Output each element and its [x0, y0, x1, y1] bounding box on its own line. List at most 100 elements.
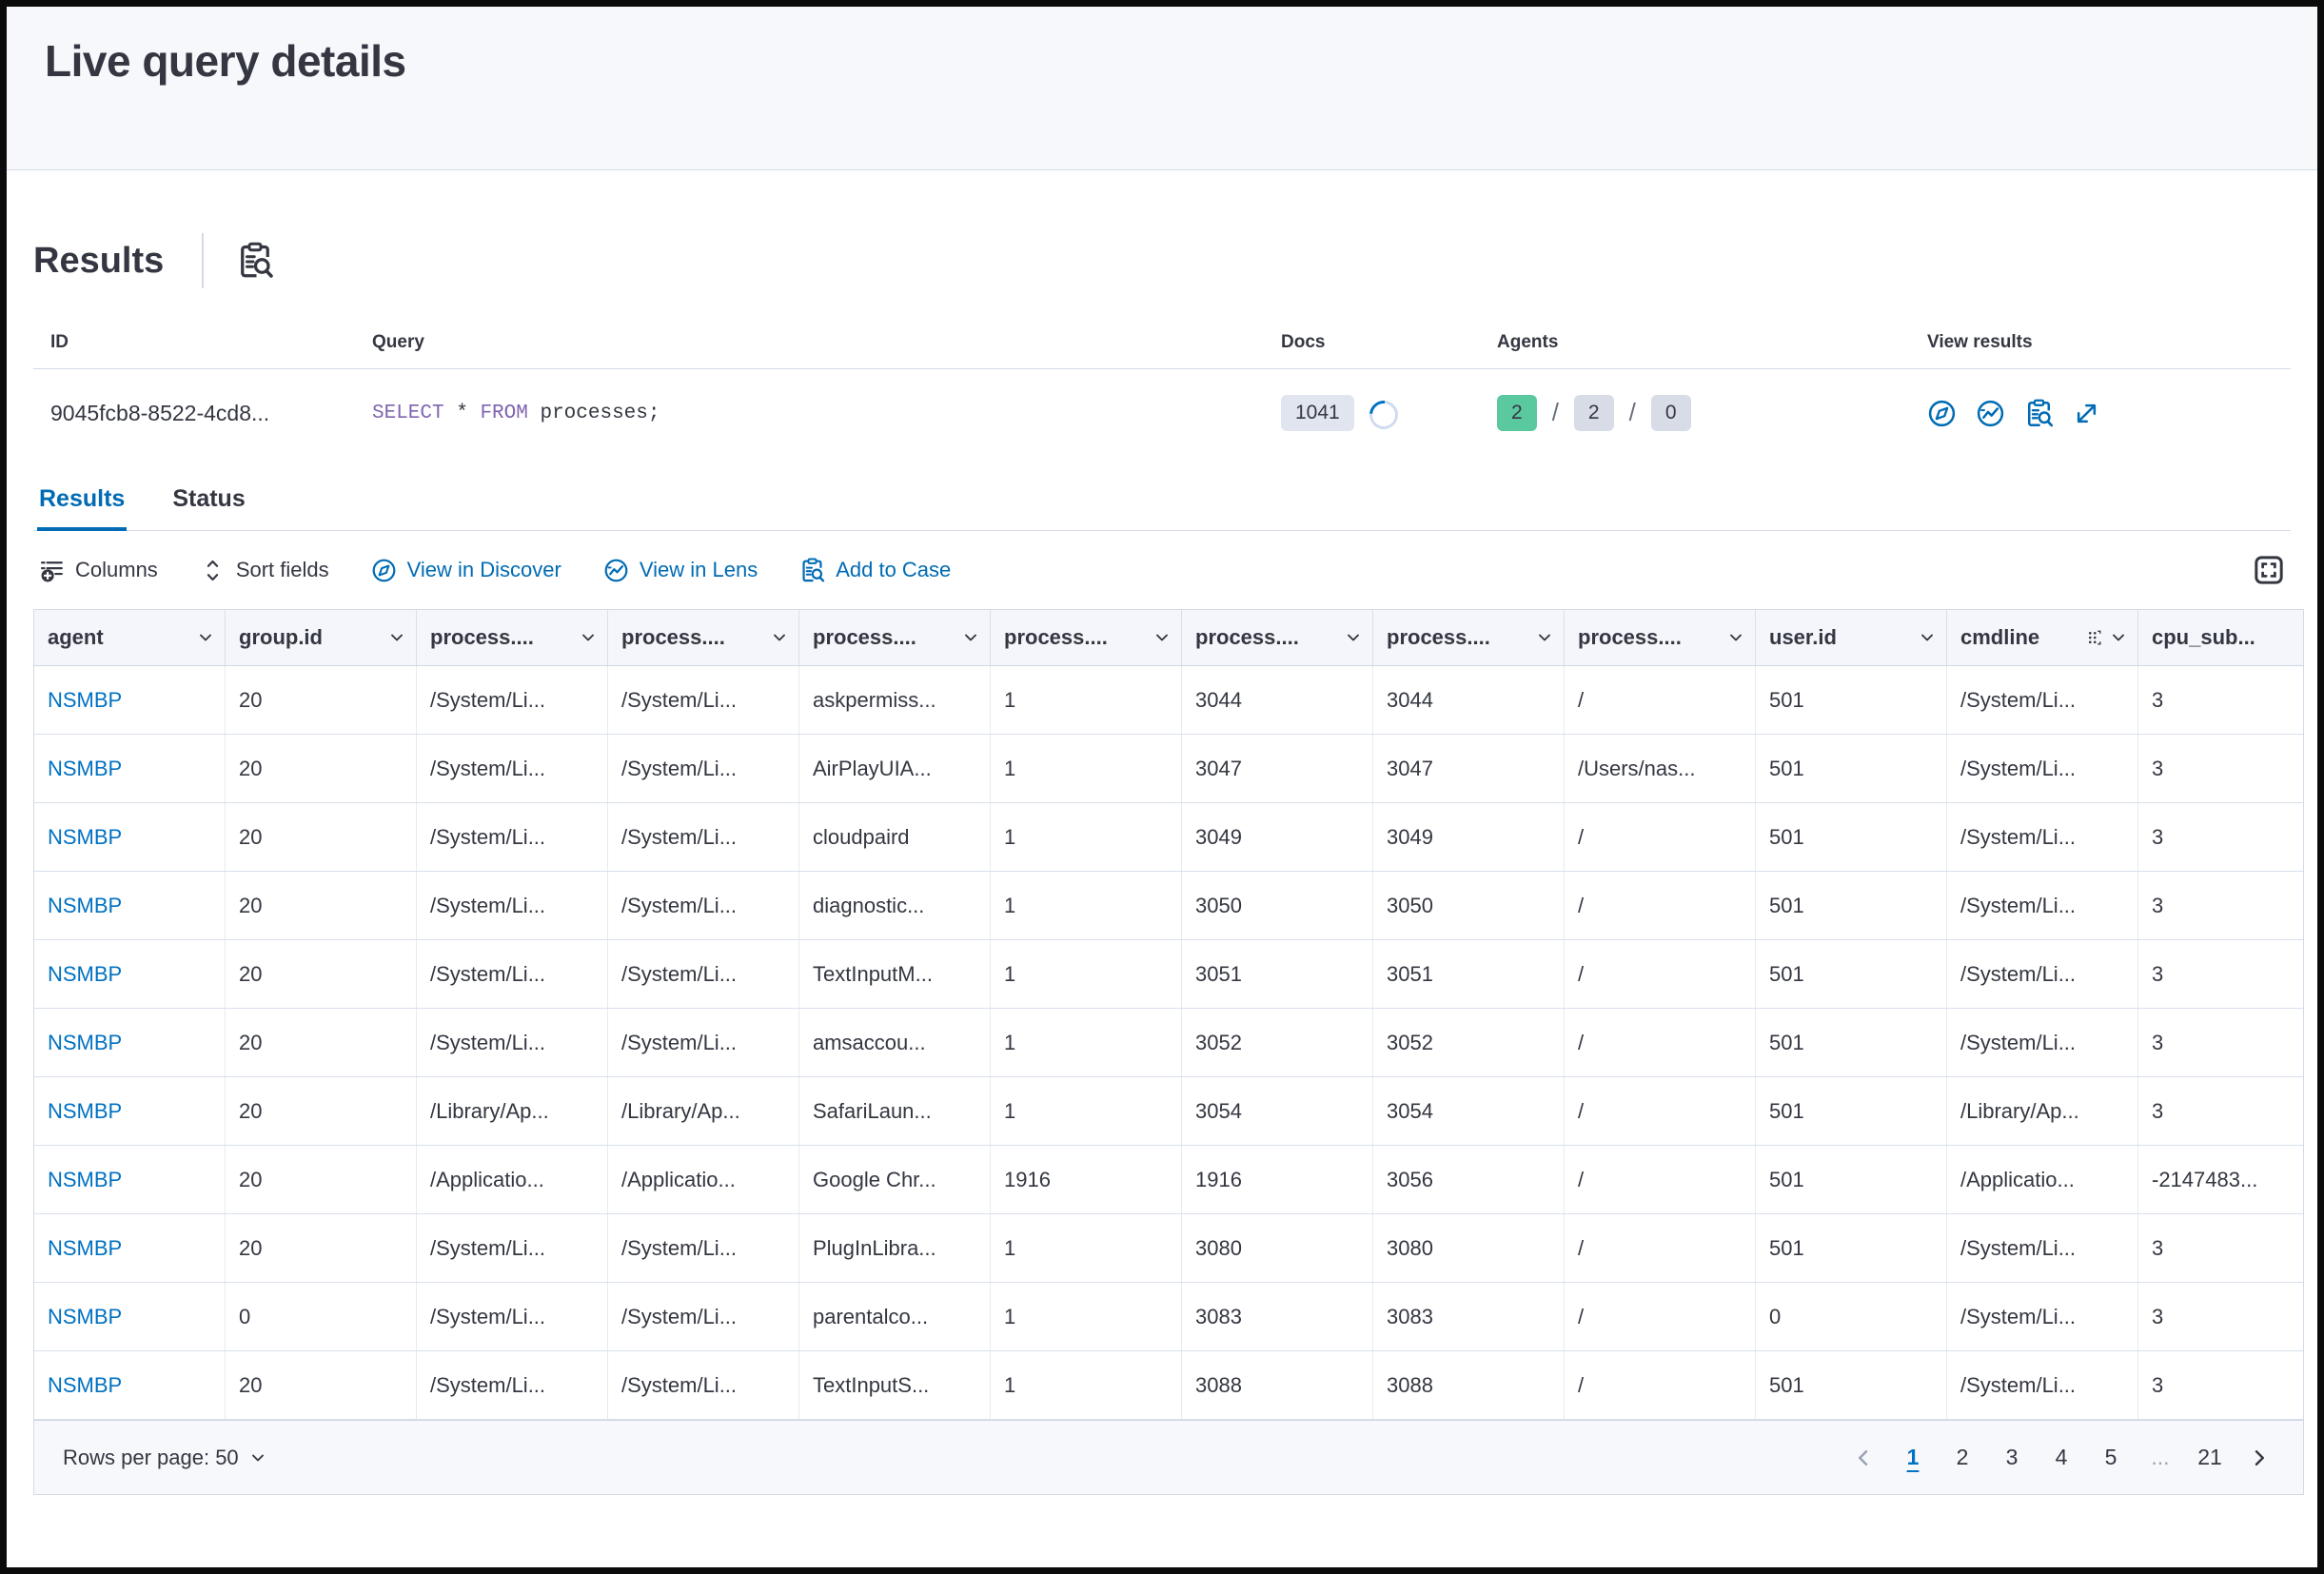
grid-cell[interactable]: /Library/Ap...	[608, 1077, 799, 1145]
column-header[interactable]: group.id	[226, 610, 417, 665]
column-header[interactable]: process....	[991, 610, 1182, 665]
grid-cell[interactable]: 3083	[1182, 1283, 1373, 1350]
column-header[interactable]: process....	[1565, 610, 1756, 665]
grid-cell[interactable]: /System/Li...	[608, 1214, 799, 1282]
grid-cell[interactable]: 501	[1756, 1077, 1947, 1145]
chevron-down-icon[interactable]	[1344, 628, 1363, 647]
grid-cell[interactable]: 3	[2138, 1009, 2303, 1076]
grid-cell[interactable]: 1	[991, 803, 1182, 871]
grid-cell[interactable]: 3	[2138, 872, 2303, 939]
grid-cell[interactable]: 3052	[1373, 1009, 1565, 1076]
next-page-icon[interactable]	[2238, 1437, 2280, 1479]
grid-cell[interactable]: /	[1565, 803, 1756, 871]
grid-cell[interactable]: 3	[2138, 1077, 2303, 1145]
grid-cell[interactable]: /	[1565, 1214, 1756, 1282]
grid-cell[interactable]: /System/Li...	[1947, 1214, 2138, 1282]
grid-cell[interactable]: 501	[1756, 803, 1947, 871]
grid-cell[interactable]: /System/Li...	[417, 666, 608, 734]
grid-cell[interactable]: 3049	[1373, 803, 1565, 871]
agent-link-cell[interactable]: NSMBP	[34, 803, 226, 871]
grid-cell[interactable]: amsaccou...	[799, 1009, 991, 1076]
page-number-button[interactable]: 2	[1941, 1437, 1983, 1479]
chevron-down-icon[interactable]	[387, 628, 406, 647]
grid-cell[interactable]: 20	[226, 735, 417, 802]
grid-cell[interactable]: /Applicatio...	[608, 1146, 799, 1213]
grid-cell[interactable]: 20	[226, 872, 417, 939]
grid-cell[interactable]: 20	[226, 803, 417, 871]
agent-link-cell[interactable]: NSMBP	[34, 666, 226, 734]
grid-cell[interactable]: diagnostic...	[799, 872, 991, 939]
column-header[interactable]: process....	[799, 610, 991, 665]
agent-link-cell[interactable]: NSMBP	[34, 940, 226, 1008]
grid-cell[interactable]: 3044	[1373, 666, 1565, 734]
grid-cell[interactable]: 20	[226, 666, 417, 734]
grid-cell[interactable]: /System/Li...	[417, 1351, 608, 1419]
grid-cell[interactable]: 501	[1756, 735, 1947, 802]
grid-cell[interactable]: /System/Li...	[417, 872, 608, 939]
grid-cell[interactable]: 3083	[1373, 1283, 1565, 1350]
grid-cell[interactable]: /System/Li...	[608, 1009, 799, 1076]
grid-cell[interactable]: /Applicatio...	[417, 1146, 608, 1213]
grid-cell[interactable]: /	[1565, 1009, 1756, 1076]
grid-cell[interactable]: /	[1565, 872, 1756, 939]
chevron-down-icon[interactable]	[2300, 628, 2303, 647]
agent-link-cell[interactable]: NSMBP	[34, 1009, 226, 1076]
grid-cell[interactable]: /System/Li...	[1947, 872, 2138, 939]
grid-cell[interactable]: 501	[1756, 1351, 1947, 1419]
grid-cell[interactable]: 3	[2138, 1214, 2303, 1282]
agent-link-cell[interactable]: NSMBP	[34, 872, 226, 939]
column-header[interactable]: process....	[1182, 610, 1373, 665]
grid-cell[interactable]: 501	[1756, 940, 1947, 1008]
agent-link-cell[interactable]: NSMBP	[34, 1146, 226, 1213]
grid-cell[interactable]: /Library/Ap...	[1947, 1077, 2138, 1145]
grid-cell[interactable]: 3050	[1182, 872, 1373, 939]
column-header[interactable]: agent	[34, 610, 226, 665]
grid-cell[interactable]: 3	[2138, 1351, 2303, 1419]
grid-cell[interactable]: SafariLaun...	[799, 1077, 991, 1145]
grid-cell[interactable]: 501	[1756, 1146, 1947, 1213]
grid-cell[interactable]: 1	[991, 940, 1182, 1008]
grid-cell[interactable]: /System/Li...	[1947, 1351, 2138, 1419]
grid-cell[interactable]: 1	[991, 1009, 1182, 1076]
grid-cell[interactable]: 3047	[1373, 735, 1565, 802]
grid-cell[interactable]: 3054	[1373, 1077, 1565, 1145]
grid-cell[interactable]: /	[1565, 1077, 1756, 1145]
grid-cell[interactable]: /System/Li...	[1947, 803, 2138, 871]
grid-cell[interactable]: 3	[2138, 940, 2303, 1008]
agent-link-cell[interactable]: NSMBP	[34, 1351, 226, 1419]
open-full-results-icon[interactable]	[2073, 400, 2100, 427]
grid-cell[interactable]: /System/Li...	[608, 803, 799, 871]
column-header[interactable]: cpu_sub...	[2138, 610, 2303, 665]
grid-cell[interactable]: 3050	[1373, 872, 1565, 939]
grid-cell[interactable]: /Library/Ap...	[417, 1077, 608, 1145]
view-in-discover-icon[interactable]	[1927, 399, 1957, 428]
previous-page-icon[interactable]	[1842, 1437, 1884, 1479]
grid-cell[interactable]: 1	[991, 1351, 1182, 1419]
agent-link-cell[interactable]: NSMBP	[34, 1283, 226, 1350]
chevron-down-icon[interactable]	[1726, 628, 1745, 647]
grid-cell[interactable]: /System/Li...	[1947, 735, 2138, 802]
grid-cell[interactable]: /System/Li...	[1947, 1009, 2138, 1076]
chevron-down-icon[interactable]	[1535, 628, 1554, 647]
page-number-button[interactable]: 5	[2090, 1437, 2132, 1479]
grid-cell[interactable]: 3056	[1373, 1146, 1565, 1213]
chevron-down-icon[interactable]	[961, 628, 980, 647]
grid-cell[interactable]: 3088	[1182, 1351, 1373, 1419]
grid-cell[interactable]: /System/Li...	[417, 1283, 608, 1350]
grid-cell[interactable]: 3	[2138, 666, 2303, 734]
grid-cell[interactable]: 3054	[1182, 1077, 1373, 1145]
chevron-down-icon[interactable]	[1152, 628, 1172, 647]
grid-cell[interactable]: 0	[226, 1283, 417, 1350]
fullscreen-icon[interactable]	[2253, 554, 2285, 586]
grid-cell[interactable]: 3049	[1182, 803, 1373, 871]
column-header[interactable]: process....	[417, 610, 608, 665]
grid-cell[interactable]: /System/Li...	[608, 872, 799, 939]
grid-cell[interactable]: 501	[1756, 666, 1947, 734]
sort-fields-button[interactable]: Sort fields	[200, 558, 329, 583]
grid-cell[interactable]: 20	[226, 1077, 417, 1145]
grid-cell[interactable]: 3051	[1182, 940, 1373, 1008]
page-number-button[interactable]: 21	[2189, 1437, 2231, 1479]
grid-cell[interactable]: 1916	[991, 1146, 1182, 1213]
grid-cell[interactable]: 3047	[1182, 735, 1373, 802]
page-number-button[interactable]: 1	[1892, 1437, 1934, 1479]
